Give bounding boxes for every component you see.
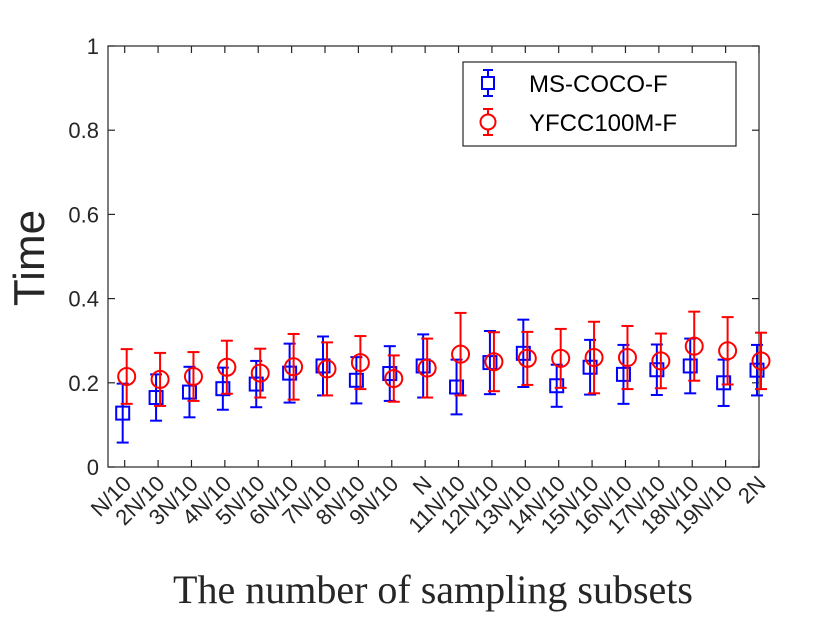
series-layer: [115, 310, 771, 444]
legend-label: YFCC100M-F: [529, 110, 677, 137]
data-point-circle: [250, 363, 270, 383]
x-tick-label: 2N: [733, 471, 771, 509]
legend: MS-COCO-F YFCC100M-F: [462, 61, 737, 147]
y-axis-label: Time: [5, 210, 54, 306]
data-point-square: [148, 390, 164, 406]
data-point-square: [282, 365, 298, 381]
data-point-circle: [317, 359, 337, 379]
data-point-circle: [617, 348, 637, 368]
data-point-square: [682, 358, 698, 374]
series-yfcc100m-f: [117, 310, 771, 407]
legend-item-ms-coco-f: MS-COCO-F: [481, 69, 668, 98]
data-point-circle: [484, 352, 504, 372]
data-point-square: [181, 384, 197, 400]
data-point-circle: [284, 357, 304, 377]
data-point-square: [382, 366, 398, 382]
y-tick-label: 0.2: [68, 371, 99, 396]
data-point-square: [749, 362, 765, 378]
data-point-circle: [684, 336, 704, 356]
data-point-square: [515, 345, 531, 361]
data-point-square: [115, 405, 131, 421]
x-axis-label: The number of sampling subsets: [173, 567, 693, 612]
series-ms-coco-f: [115, 318, 765, 444]
data-point-square: [215, 381, 231, 397]
y-tick-label: 0.8: [68, 118, 99, 143]
data-point-circle: [183, 366, 203, 386]
data-point-circle: [117, 366, 137, 386]
data-point-circle: [417, 358, 437, 378]
data-point-square: [549, 378, 565, 394]
y-tick-label: 0.4: [68, 287, 99, 312]
data-point-square: [582, 359, 598, 375]
data-point-square: [248, 376, 264, 392]
legend-box: [462, 61, 737, 147]
data-point-circle: [350, 353, 370, 373]
data-point-circle: [451, 344, 471, 364]
y-tick-label: 1: [87, 34, 99, 59]
legend-marker-circle: [479, 113, 497, 131]
data-point-circle: [517, 348, 537, 368]
data-point-circle: [384, 369, 404, 389]
data-point-square: [449, 379, 465, 395]
data-point-circle: [651, 351, 671, 371]
data-point-circle: [217, 357, 237, 377]
data-point-square: [615, 366, 631, 382]
data-point-square: [315, 358, 331, 374]
data-point-circle: [584, 348, 604, 368]
legend-marker-square: [481, 76, 495, 90]
legend-label: MS-COCO-F: [529, 71, 668, 98]
data-point-square: [716, 375, 732, 391]
plot-frame: [107, 45, 760, 468]
legend-item-yfcc100m-f: YFCC100M-F: [479, 108, 677, 137]
axis-labels: Time The number of sampling subsets: [5, 210, 693, 612]
data-point-circle: [551, 348, 571, 368]
data-point-square: [348, 372, 364, 388]
data-point-circle: [751, 351, 771, 371]
data-point-circle: [150, 369, 170, 389]
data-point-circle: [718, 341, 738, 361]
y-tick-label: 0: [87, 455, 99, 480]
y-tick-label: 0.6: [68, 202, 99, 227]
